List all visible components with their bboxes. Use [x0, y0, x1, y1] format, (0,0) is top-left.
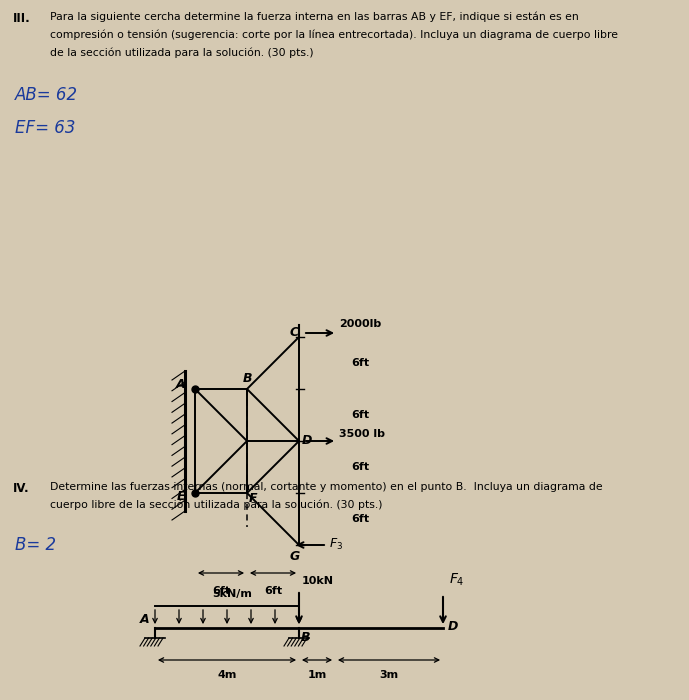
Text: 6ft: 6ft	[351, 358, 369, 368]
Text: D: D	[302, 435, 312, 447]
Text: 6ft: 6ft	[351, 514, 369, 524]
Text: AB= 62: AB= 62	[15, 86, 78, 104]
Text: de la sección utilizada para la solución. (30 pts.): de la sección utilizada para la solución…	[50, 48, 313, 59]
Text: E: E	[177, 491, 185, 503]
Text: compresión o tensión (sugerencia: corte por la línea entrecortada). Incluya un d: compresión o tensión (sugerencia: corte …	[50, 30, 618, 41]
Text: $F_3$: $F_3$	[329, 536, 343, 552]
Text: cuerpo libre de la sección utilizada para la solución. (30 pts.): cuerpo libre de la sección utilizada par…	[50, 500, 382, 510]
Text: 2000lb: 2000lb	[339, 319, 381, 329]
Text: 6ft: 6ft	[351, 462, 369, 472]
Text: A: A	[176, 379, 186, 391]
Text: 3m: 3m	[380, 670, 398, 680]
Text: $F_4$: $F_4$	[449, 572, 464, 588]
Text: A: A	[139, 613, 149, 626]
Text: D: D	[448, 620, 458, 633]
Text: B: B	[301, 631, 311, 644]
Text: 6ft: 6ft	[351, 410, 369, 420]
Text: 5kN/m: 5kN/m	[212, 589, 252, 599]
Text: G: G	[290, 550, 300, 563]
Text: B= 2: B= 2	[15, 536, 56, 554]
Text: 4m: 4m	[217, 670, 237, 680]
Text: III.: III.	[13, 12, 31, 25]
Text: 3500 lb: 3500 lb	[339, 429, 385, 439]
Text: IV.: IV.	[13, 482, 30, 495]
Text: C: C	[289, 326, 298, 340]
Text: 10kN: 10kN	[302, 576, 334, 586]
Text: 1m: 1m	[307, 670, 327, 680]
Text: Determine las fuerzas internas (normal, cortante y momento) en el punto B.  Incl: Determine las fuerzas internas (normal, …	[50, 482, 603, 492]
Text: Para la siguiente cercha determine la fuerza interna en las barras AB y EF, indi: Para la siguiente cercha determine la fu…	[50, 12, 579, 22]
Text: B: B	[243, 372, 251, 386]
Text: EF= 63: EF= 63	[15, 119, 76, 137]
Text: 6ft: 6ft	[264, 586, 282, 596]
Text: 6ft: 6ft	[212, 586, 230, 596]
Text: F: F	[249, 493, 257, 505]
